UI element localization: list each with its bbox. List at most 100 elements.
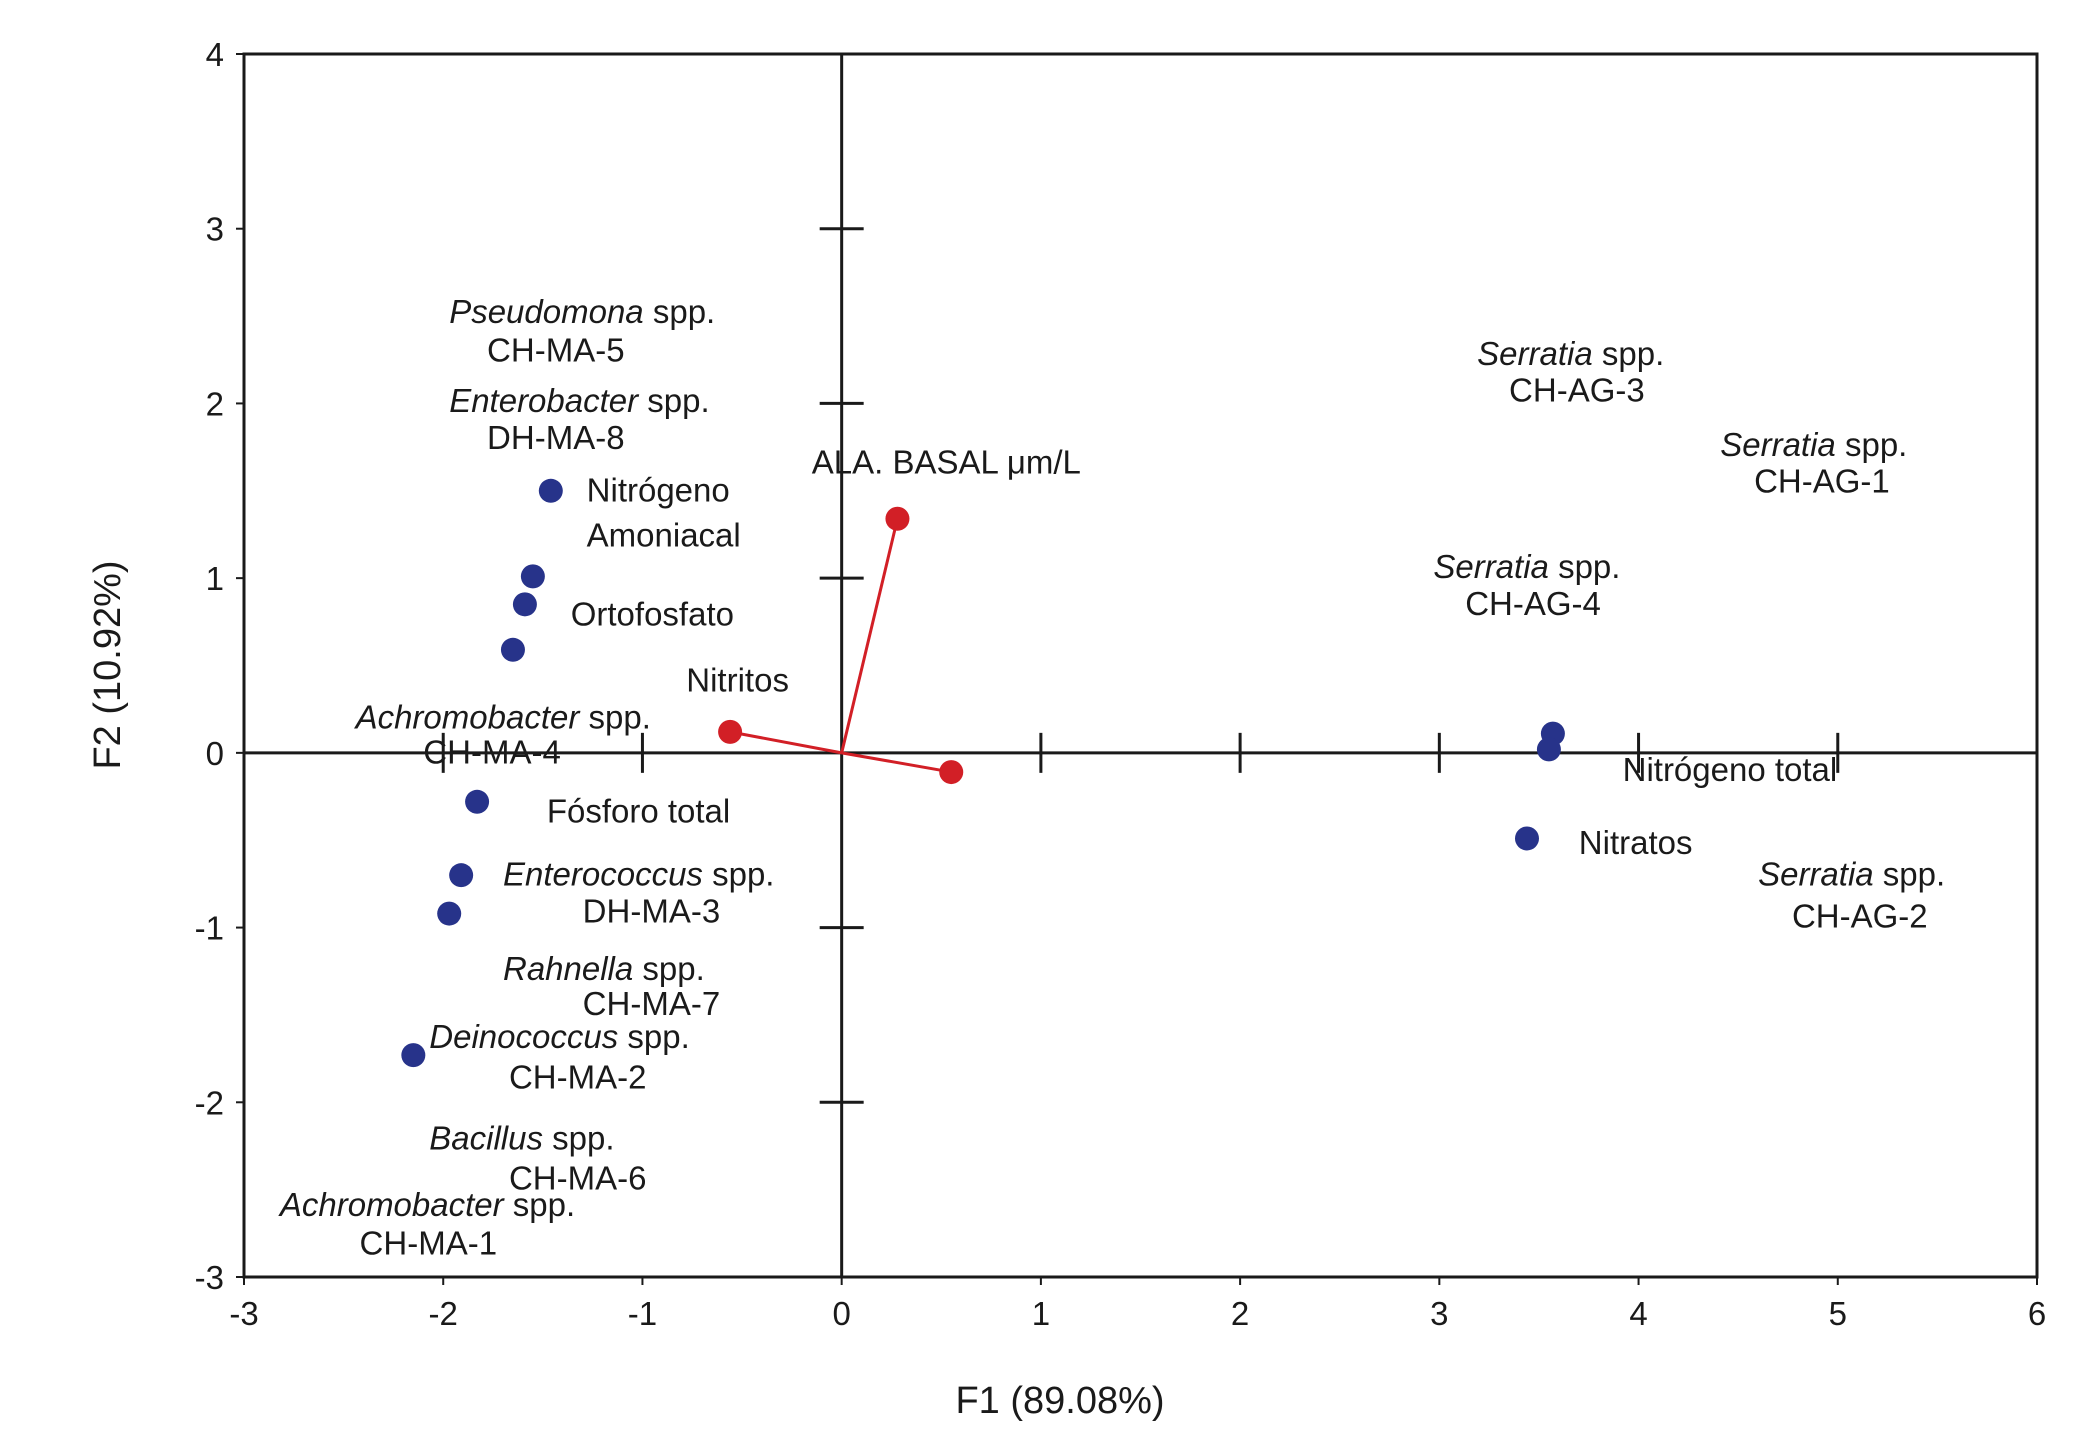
x-tick-labels: -3 -2 -1 0 1 2 3 4 5 6 xyxy=(229,1277,2046,1332)
point-label: Nitrógeno total xyxy=(1623,751,1838,788)
observation-point xyxy=(437,901,462,926)
taxon-suffix: spp. xyxy=(1836,426,1908,463)
point-label: CH-MA-7 xyxy=(583,985,721,1022)
taxon-suffix: spp. xyxy=(504,1186,576,1223)
point-label: Deinococcus spp. xyxy=(429,1018,689,1055)
x-tick-label: -3 xyxy=(229,1295,258,1332)
variable-vector-line xyxy=(840,518,899,754)
taxon-suffix: spp. xyxy=(618,1018,690,1055)
point-label: Serratia spp. xyxy=(1720,426,1907,463)
observation-point xyxy=(1514,826,1539,851)
point-label: Bacillus spp. xyxy=(429,1119,614,1156)
taxon-name: Achromobacter xyxy=(278,1186,506,1223)
point-label: Enterobacter spp. xyxy=(449,382,709,419)
y-tick-label: 2 xyxy=(206,385,224,422)
point-label: CH-MA-2 xyxy=(509,1058,647,1095)
point-label: CH-MA-6 xyxy=(509,1160,647,1197)
y-tick-label: 4 xyxy=(206,36,224,73)
point-label: Serratia spp. xyxy=(1433,548,1620,585)
taxon-name: Serratia xyxy=(1720,426,1836,463)
observation-point xyxy=(401,1043,426,1068)
point-label: Amoniacal xyxy=(587,517,741,554)
y-axis-title: F2 (10.92%) xyxy=(87,560,129,769)
taxon-suffix: spp. xyxy=(543,1119,615,1156)
taxon-suffix: spp. xyxy=(703,856,775,893)
point-label: DH-MA-8 xyxy=(487,419,625,456)
point-label: Serratia spp. xyxy=(1477,335,1664,372)
observation-point xyxy=(449,863,474,888)
point-label: Achromobacter spp. xyxy=(278,1186,575,1223)
point-label: CH-MA-1 xyxy=(360,1224,498,1261)
x-tick-label: -2 xyxy=(429,1295,458,1332)
x-tick-label: 4 xyxy=(1629,1295,1647,1332)
x-tick-label: 0 xyxy=(832,1295,850,1332)
x-tick-label: 3 xyxy=(1430,1295,1448,1332)
point-label: Ortofosfato xyxy=(571,595,734,632)
y-tick-label: -3 xyxy=(195,1259,224,1296)
plot-frame xyxy=(242,52,2039,1279)
observation-point xyxy=(1536,737,1561,762)
point-label: CH-AG-4 xyxy=(1465,585,1601,622)
taxon-name: Pseudomona xyxy=(449,293,643,330)
taxon-name: Bacillus xyxy=(429,1119,543,1156)
point-label: CH-MA-5 xyxy=(487,331,625,368)
taxon-suffix: spp. xyxy=(1549,548,1621,585)
y-tick-label: 1 xyxy=(206,560,224,597)
point-label: Serratia spp. xyxy=(1758,856,1945,893)
point-label: CH-AG-3 xyxy=(1509,372,1645,409)
taxon-suffix: spp. xyxy=(638,382,710,419)
taxon-name: Deinococcus xyxy=(429,1018,618,1055)
variable-vectors xyxy=(729,518,952,774)
x-tick-label: 5 xyxy=(1829,1295,1847,1332)
point-label: Pseudomona spp. xyxy=(449,293,715,330)
x-tick-label: -1 xyxy=(628,1295,657,1332)
point-label: ALA. BASAL μm/L xyxy=(812,443,1081,480)
taxon-suffix: spp. xyxy=(579,698,651,735)
taxon-suffix: spp. xyxy=(644,293,716,330)
point-label: Nitrógeno xyxy=(587,471,730,508)
center-axes xyxy=(244,54,2037,1277)
variable-vector-line xyxy=(841,751,952,774)
observation-point xyxy=(538,478,563,503)
taxon-name: Serratia xyxy=(1477,335,1593,372)
taxon-name: Rahnella xyxy=(503,950,633,987)
taxon-name: Enterobacter xyxy=(449,382,640,419)
observation-point xyxy=(520,564,545,589)
variable-point xyxy=(718,719,743,744)
y-tick-label: -2 xyxy=(195,1084,224,1121)
taxon-name: Achromobacter xyxy=(354,698,582,735)
point-label: DH-MA-3 xyxy=(583,892,721,929)
point-label: CH-AG-2 xyxy=(1792,898,1928,935)
point-label: CH-MA-4 xyxy=(423,733,561,770)
variable-point xyxy=(885,506,910,531)
observation-point xyxy=(465,789,490,814)
y-tick-label: 3 xyxy=(206,211,224,248)
data-points xyxy=(401,478,1565,1068)
variable-vector-line xyxy=(729,730,842,755)
observation-point xyxy=(500,637,525,662)
point-label: CH-AG-1 xyxy=(1754,463,1890,500)
y-tick-labels: -3 -2 -1 0 1 2 3 4 xyxy=(195,36,244,1296)
taxon-name: Serratia xyxy=(1433,548,1549,585)
variable-point xyxy=(939,760,964,785)
observation-point xyxy=(512,592,537,617)
point-label: Achromobacter spp. xyxy=(354,698,651,735)
x-tick-label: 6 xyxy=(2028,1295,2046,1332)
x-tick-label: 2 xyxy=(1231,1295,1249,1332)
point-label: Fósforo total xyxy=(547,793,730,830)
point-label: Nitritos xyxy=(686,662,789,699)
taxon-name: Serratia xyxy=(1758,856,1874,893)
y-tick-label: 0 xyxy=(206,735,224,772)
point-label: Nitratos xyxy=(1579,824,1693,861)
taxon-suffix: spp. xyxy=(1593,335,1665,372)
taxon-suffix: spp. xyxy=(633,950,705,987)
point-label: Rahnella spp. xyxy=(503,950,705,987)
x-tick-label: 1 xyxy=(1032,1295,1050,1332)
y-tick-label: -1 xyxy=(195,910,224,947)
x-axis-title: F1 (89.08%) xyxy=(955,1380,1164,1422)
taxon-suffix: spp. xyxy=(1874,856,1946,893)
point-label: Enterococcus spp. xyxy=(503,856,774,893)
taxon-name: Enterococcus xyxy=(503,856,703,893)
